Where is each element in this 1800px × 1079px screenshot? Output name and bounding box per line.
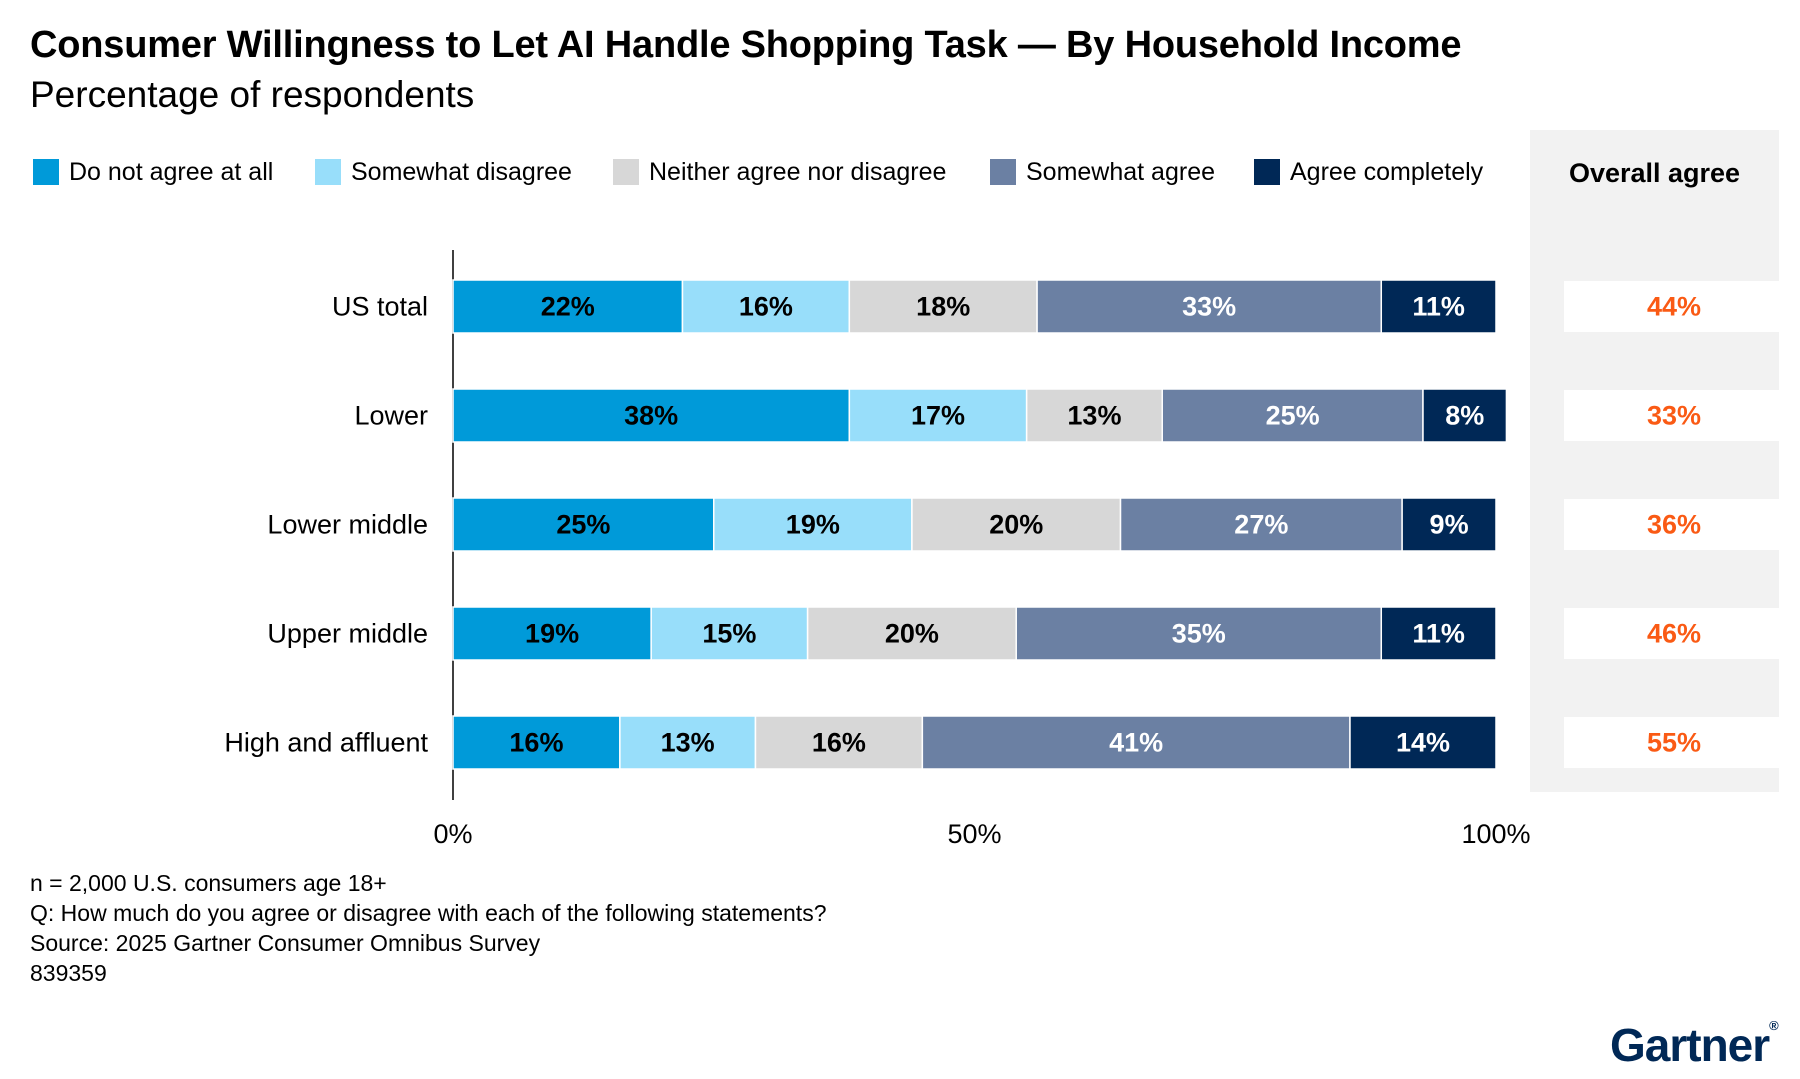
overall-agree-box — [1564, 717, 1784, 768]
overall-agree-value: 46% — [1647, 619, 1701, 649]
footer-question: Q: How much do you agree or disagree wit… — [30, 900, 827, 926]
legend-swatch — [613, 159, 639, 185]
data-label: 19% — [786, 510, 840, 540]
legend-label: Somewhat agree — [1026, 157, 1216, 186]
chart-title: Consumer Willingness to Let AI Handle Sh… — [30, 24, 1462, 66]
data-label: 13% — [661, 728, 715, 758]
legend-item-do-not-agree: Do not agree at all — [33, 156, 273, 188]
data-label: 16% — [739, 292, 793, 322]
data-label: 20% — [989, 510, 1043, 540]
footer-source: Source: 2025 Gartner Consumer Omnibus Su… — [30, 930, 541, 956]
bar-segment — [1025, 388, 1163, 443]
bar-segment — [713, 497, 913, 552]
category-label: Upper middle — [267, 619, 428, 649]
data-label: 17% — [911, 401, 965, 431]
data-label: 13% — [1067, 401, 1121, 431]
bar-segment — [848, 388, 1028, 443]
data-label: 18% — [916, 292, 970, 322]
overall-agree-panel — [1530, 130, 1779, 792]
chart-footer: n = 2,000 U.S. consumers age 18+ Q: How … — [30, 868, 827, 988]
data-label: 16% — [812, 728, 866, 758]
logo-registered-mark: ® — [1769, 1018, 1779, 1033]
legend-item-somewhat-agree: Somewhat agree — [990, 156, 1215, 188]
category-label: Lower middle — [267, 510, 428, 540]
data-label: 16% — [509, 728, 563, 758]
legend-item-somewhat-disagree: Somewhat disagree — [315, 156, 572, 188]
data-label: 14% — [1396, 728, 1450, 758]
data-label: 11% — [1412, 292, 1465, 322]
overall-agree-box — [1564, 390, 1784, 441]
data-label: 35% — [1172, 619, 1226, 649]
data-label: 9% — [1430, 510, 1469, 540]
bar-segment — [1380, 606, 1497, 661]
data-label: 33% — [1182, 292, 1236, 322]
overall-agree-value: 55% — [1647, 728, 1701, 758]
legend-label: Do not agree at all — [69, 157, 274, 186]
gartner-logo: Gartner® — [1610, 1018, 1779, 1072]
footer-sample-size: n = 2,000 U.S. consumers age 18+ — [30, 870, 387, 896]
legend-swatch — [1254, 159, 1280, 185]
legend-label: Neither agree nor disagree — [649, 157, 947, 186]
data-label: 27% — [1234, 510, 1288, 540]
bar-segment — [921, 715, 1351, 770]
data-label: 41% — [1109, 728, 1163, 758]
overall-agree-value: 33% — [1647, 401, 1701, 431]
bar-segment — [1422, 388, 1508, 443]
data-label: 25% — [1266, 401, 1320, 431]
bar-segment — [681, 279, 851, 334]
footer-id: 839359 — [30, 960, 107, 986]
legend-item-neither: Neither agree nor disagree — [613, 156, 946, 188]
legend-swatch — [315, 159, 341, 185]
data-label: 22% — [541, 292, 595, 322]
bar-segment — [1401, 497, 1497, 552]
bar-segment — [1119, 497, 1403, 552]
data-label: 15% — [702, 619, 756, 649]
bar-segment — [1036, 279, 1383, 334]
bar-segment — [619, 715, 757, 770]
overall-agree-value: 36% — [1647, 510, 1701, 540]
bar-segment — [1349, 715, 1497, 770]
legend-item-agree-completely: Agree completely — [1254, 156, 1483, 188]
bar-segment — [1015, 606, 1383, 661]
legend-swatch — [990, 159, 1016, 185]
data-label: 25% — [556, 510, 610, 540]
legend-label: Somewhat disagree — [351, 157, 572, 186]
bar-segment — [452, 715, 621, 770]
x-tick-label: 0% — [433, 819, 472, 849]
logo-text: Gartner — [1610, 1019, 1770, 1071]
category-label: Lower — [354, 401, 428, 431]
data-label: 19% — [525, 619, 579, 649]
overall-agree-value: 44% — [1647, 292, 1701, 322]
data-label: 20% — [885, 619, 939, 649]
bar-segment — [911, 497, 1122, 552]
x-tick-label: 100% — [1461, 819, 1530, 849]
category-label: US total — [332, 292, 428, 322]
bar-segment — [806, 606, 1017, 661]
overall-agree-box — [1564, 499, 1784, 550]
legend-swatch — [33, 159, 59, 185]
bar-segment — [1161, 388, 1424, 443]
data-label: 38% — [624, 401, 678, 431]
bar-segment — [1380, 279, 1497, 334]
chart-subtitle: Percentage of respondents — [30, 74, 475, 115]
data-label: 11% — [1412, 619, 1465, 649]
overall-agree-header: Overall agree — [1568, 158, 1741, 188]
category-label: High and affluent — [224, 728, 428, 758]
legend-label: Agree completely — [1290, 157, 1484, 186]
bar-segment — [650, 606, 809, 661]
x-tick-label: 50% — [947, 819, 1001, 849]
overall-agree-box — [1564, 281, 1784, 332]
bar-segment — [452, 388, 851, 443]
data-label: 8% — [1445, 401, 1484, 431]
overall-agree-box — [1564, 608, 1784, 659]
